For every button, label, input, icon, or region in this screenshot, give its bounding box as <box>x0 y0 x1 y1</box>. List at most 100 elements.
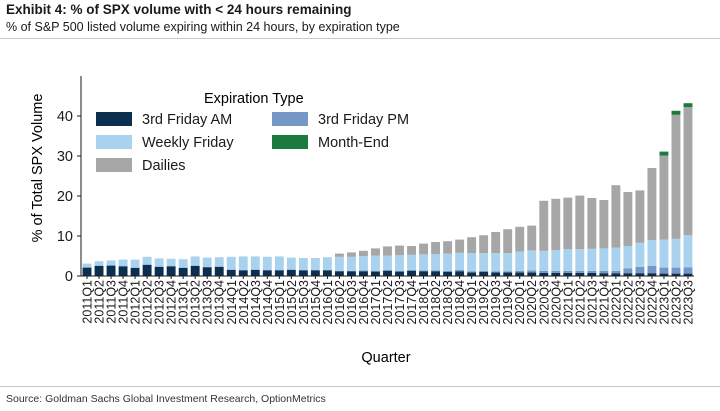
bar-segment <box>587 248 597 271</box>
bar-segment <box>623 268 633 274</box>
y-tick-label: 30 <box>57 149 73 165</box>
bar-segment <box>443 253 453 271</box>
bar-segment <box>575 249 585 271</box>
axes: 0102030402011Q12011Q22011Q32011Q42012Q12… <box>57 76 695 325</box>
bar-segment <box>683 235 693 268</box>
x-tick-label: 2016Q2 <box>333 280 347 325</box>
x-tick-label: 2012Q1 <box>129 280 143 325</box>
bar-segment <box>635 266 645 274</box>
bar-segment <box>575 270 585 273</box>
bar-segment <box>551 198 561 250</box>
x-tick-label: 2011Q2 <box>93 280 107 324</box>
bar-segment <box>467 253 477 272</box>
bar-segment <box>623 273 633 276</box>
bar-segment <box>371 248 380 256</box>
bar-segment <box>359 250 368 256</box>
bar-segment <box>419 254 428 271</box>
bar-segment <box>575 272 585 276</box>
bar-segment <box>334 271 344 276</box>
bar-segment <box>683 267 693 274</box>
bar-segment <box>443 241 453 254</box>
bar-segment <box>467 272 477 276</box>
bar-segment <box>503 272 513 276</box>
bar-segment <box>479 272 489 276</box>
bar-segment <box>431 242 441 254</box>
bar-segment <box>431 270 441 272</box>
bar-segment <box>671 267 681 274</box>
bar-segment <box>190 266 200 276</box>
x-tick-label: 2011Q1 <box>81 280 95 324</box>
x-tick-label: 2019Q1 <box>465 280 479 325</box>
bar-segment <box>479 270 489 272</box>
x-tick-label: 2021Q1 <box>561 280 575 325</box>
bar-segment <box>346 252 356 257</box>
bar-segment <box>250 256 260 270</box>
footer-divider <box>0 386 720 387</box>
bar-segment <box>647 168 657 240</box>
bar-segment <box>359 256 368 271</box>
legend-swatch <box>96 112 132 126</box>
legend-label: 3rd Friday AM <box>142 112 232 128</box>
bar-segment <box>527 225 537 251</box>
bar-segment <box>599 248 609 271</box>
legend-swatch <box>272 112 308 126</box>
y-tick-label: 40 <box>57 109 73 125</box>
bar-segment <box>419 243 428 255</box>
bar-segment <box>671 114 681 239</box>
bar-segment <box>202 257 212 267</box>
bar-segment <box>587 198 597 249</box>
bar-segment <box>671 273 681 276</box>
x-tick-label: 2020Q3 <box>537 280 551 325</box>
bar-segment <box>238 256 248 270</box>
bar-segment <box>659 267 669 274</box>
bar-segment <box>262 256 272 270</box>
legend-swatch <box>96 158 132 172</box>
bar-segment <box>166 258 176 266</box>
bar-segment <box>106 265 116 276</box>
bar-segment <box>178 259 188 268</box>
legend: Expiration Type 3rd Friday AM 3rd Friday … <box>96 91 409 174</box>
bar-segment <box>226 256 236 270</box>
legend-swatch <box>96 135 132 149</box>
bar-segment <box>515 251 525 271</box>
x-tick-label: 2013Q1 <box>177 280 191 325</box>
bar-segment <box>82 263 92 268</box>
x-tick-label: 2011Q4 <box>117 280 131 324</box>
header-divider <box>0 38 720 39</box>
bar-segment <box>118 259 128 266</box>
bar-segment <box>395 270 404 272</box>
x-tick-label: 2022Q1 <box>609 280 623 325</box>
y-tick-label: 10 <box>57 229 73 245</box>
bar-segment <box>503 229 513 254</box>
bar-segment <box>515 270 525 273</box>
x-tick-label: 2016Q4 <box>357 280 371 325</box>
x-tick-label: 2013Q4 <box>213 280 227 325</box>
x-tick-label: 2018Q4 <box>453 280 467 325</box>
bar-segment <box>322 270 332 276</box>
bar-segment <box>539 270 549 273</box>
bar-segment <box>503 271 513 273</box>
legend-label: 3rd Friday PM <box>318 112 409 128</box>
x-tick-label: 2015Q3 <box>297 280 311 325</box>
x-tick-label: 2022Q2 <box>621 280 635 325</box>
x-tick-label: 2018Q1 <box>417 280 431 325</box>
bar-segment <box>647 240 657 266</box>
bar-segment <box>178 268 188 276</box>
x-tick-label: 2014Q3 <box>249 280 263 325</box>
bar-segment <box>587 272 597 276</box>
bar-segment <box>94 266 104 276</box>
bar-segment <box>539 272 549 276</box>
bar-segment <box>671 110 681 115</box>
bar-segment <box>635 190 645 243</box>
bar-segment <box>611 247 621 271</box>
bar-segment <box>455 252 465 270</box>
stacked-bar-chart: 0102030402011Q12011Q22011Q32011Q42012Q12… <box>30 76 695 366</box>
x-axis-label: Quarter <box>361 350 410 366</box>
bar-segment <box>371 270 380 272</box>
bar-segment <box>503 253 513 272</box>
x-tick-label: 2017Q2 <box>381 280 395 325</box>
bar-segment <box>491 232 501 254</box>
x-tick-label: 2021Q3 <box>585 280 599 325</box>
x-tick-label: 2023Q3 <box>681 280 695 325</box>
bar-segment <box>166 266 176 276</box>
